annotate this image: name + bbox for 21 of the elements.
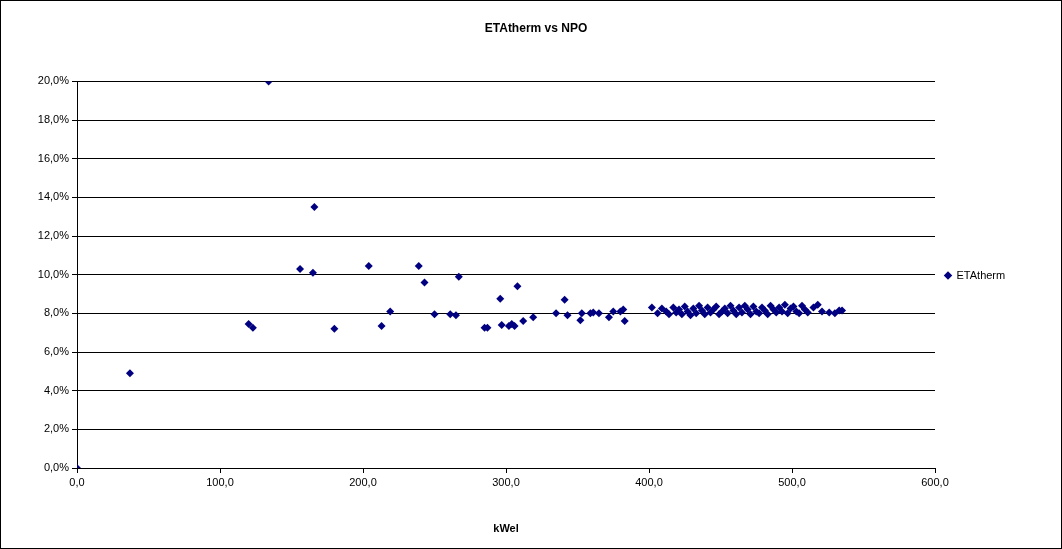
x-tick-label: 0,0 (69, 475, 85, 488)
y-tick-label: 6,0% (43, 345, 70, 358)
y-tick-label: 18,0% (37, 113, 70, 126)
chart-title: ETAtherm vs NPO (484, 20, 588, 35)
y-tick-label: 14,0% (37, 190, 70, 203)
x-tick-label: 300,0 (492, 475, 520, 488)
x-tick-label: 500,0 (778, 475, 806, 488)
x-tick-label: 100,0 (206, 475, 234, 488)
x-tick-label: 400,0 (635, 475, 663, 488)
y-tick-label: 16,0% (37, 151, 70, 164)
y-tick-label: 10,0% (37, 267, 70, 280)
x-axis-title: kWel (493, 522, 519, 535)
x-tick-label: 600,0 (921, 475, 949, 488)
y-tick-label: 2,0% (43, 422, 70, 435)
legend-label: ETAtherm (956, 268, 1006, 281)
x-tick-label: 200,0 (349, 475, 377, 488)
y-tick-label: 8,0% (43, 306, 70, 319)
y-tick-label: 12,0% (37, 229, 70, 242)
y-tick-label: 0,0% (43, 461, 70, 474)
y-tick-label: 20,0% (37, 74, 70, 87)
y-tick-label: 4,0% (43, 383, 70, 396)
